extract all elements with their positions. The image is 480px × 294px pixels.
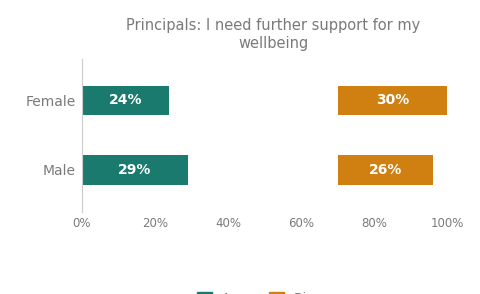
- Text: 29%: 29%: [118, 163, 151, 177]
- Bar: [337, 156, 432, 185]
- Text: 24%: 24%: [109, 93, 142, 108]
- Legend: Agree, Disagree: Agree, Disagree: [192, 287, 355, 294]
- Bar: [82, 86, 169, 115]
- Text: 30%: 30%: [376, 93, 409, 108]
- Bar: [82, 156, 188, 185]
- Title: Principals: I need further support for my
wellbeing: Principals: I need further support for m…: [126, 18, 421, 51]
- Bar: [337, 86, 447, 115]
- Text: 26%: 26%: [369, 163, 402, 177]
